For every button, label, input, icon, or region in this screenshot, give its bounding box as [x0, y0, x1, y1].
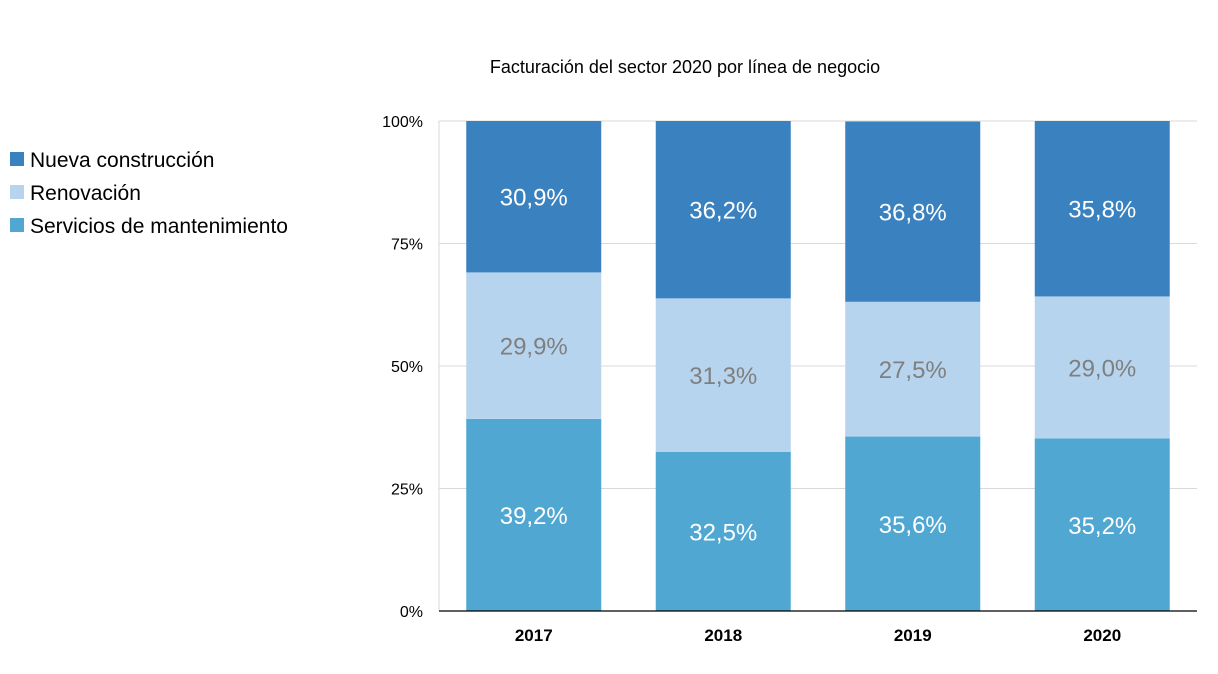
- bar-segment: [655, 298, 791, 452]
- y-tick-label: 0%: [400, 604, 423, 621]
- data-label: 27,5%: [879, 357, 947, 384]
- y-tick-label: 25%: [391, 482, 423, 499]
- legend-label: Nueva construcción: [30, 149, 214, 172]
- legend-swatch: [10, 218, 24, 232]
- x-tick-label: 2020: [1083, 626, 1121, 645]
- bar-segment: [466, 418, 602, 611]
- data-label: 36,2%: [689, 198, 757, 225]
- bar-segment: [466, 121, 602, 273]
- x-tick-label: 2017: [515, 626, 553, 645]
- legend-label: Servicios de mantenimiento: [30, 215, 288, 238]
- data-label: 30,9%: [500, 185, 568, 212]
- bar-segment: [845, 436, 981, 611]
- bar-segment: [1034, 296, 1170, 439]
- data-label: 35,8%: [1068, 197, 1136, 224]
- data-label: 29,9%: [500, 334, 568, 361]
- data-label: 35,2%: [1068, 513, 1136, 540]
- legend-label: Renovación: [30, 182, 141, 205]
- data-label: 31,3%: [689, 363, 757, 390]
- legend-swatch: [10, 152, 24, 166]
- y-tick-label: 100%: [382, 114, 423, 131]
- chart-title: Facturación del sector 2020 por línea de…: [490, 57, 880, 77]
- y-tick-label: 50%: [391, 359, 423, 376]
- data-label: 36,8%: [879, 200, 947, 227]
- data-label: 32,5%: [689, 519, 757, 546]
- bar-segment: [466, 272, 602, 419]
- bar-segment: [845, 301, 981, 437]
- y-axis: 0% 25% 50% 75% 100%: [382, 114, 440, 621]
- legend: Nueva construcción Renovación Servicios de…: [10, 149, 288, 238]
- x-tick-label: 2018: [704, 626, 742, 645]
- bar-segment: [655, 121, 791, 299]
- data-label: 39,2%: [500, 503, 568, 530]
- bar-segment: [655, 451, 791, 611]
- x-tick-label: 2019: [894, 626, 932, 645]
- bar-segment: [845, 121, 981, 302]
- bar-segment: [1034, 121, 1170, 297]
- data-label: 29,0%: [1068, 355, 1136, 382]
- y-tick-label: 75%: [391, 237, 423, 254]
- x-axis: 2017 2018 2019 2020: [439, 610, 1197, 645]
- bar-segment: [1034, 438, 1170, 611]
- data-labels: 39,2% 29,9% 30,9% 32,5% 31,3% 36,2% 35,6% 27,5%…: [500, 185, 1137, 547]
- bars: [466, 121, 1170, 611]
- data-label: 35,6%: [879, 512, 947, 539]
- legend-swatch: [10, 185, 24, 199]
